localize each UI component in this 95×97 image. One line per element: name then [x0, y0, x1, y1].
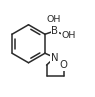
- Text: OH: OH: [62, 31, 76, 40]
- Text: N: N: [51, 52, 58, 63]
- Text: O: O: [60, 60, 68, 70]
- Text: OH: OH: [46, 16, 60, 25]
- Text: B: B: [51, 26, 58, 36]
